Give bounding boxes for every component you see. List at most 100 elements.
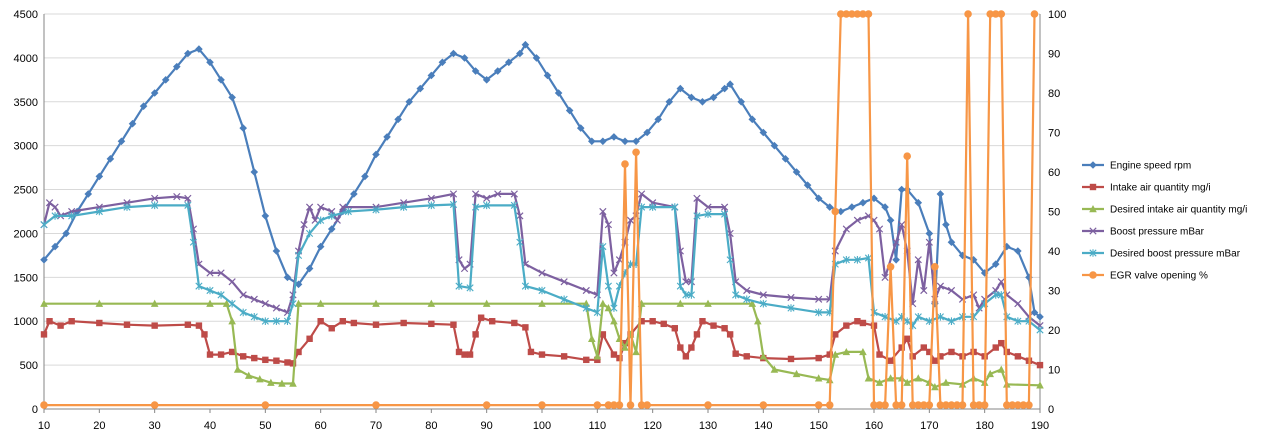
data-point — [737, 97, 745, 106]
data-point — [942, 378, 950, 386]
data-point — [405, 97, 413, 106]
x-tick-label: 10 — [38, 420, 50, 432]
data-point — [306, 335, 313, 342]
data-point — [909, 353, 916, 360]
data-point — [997, 291, 1005, 299]
data-point — [936, 313, 944, 321]
data-point — [68, 318, 75, 325]
data-point — [217, 351, 225, 358]
data-point — [726, 331, 734, 338]
data-point — [593, 308, 601, 317]
data-point — [427, 194, 435, 202]
data-point — [361, 172, 369, 181]
data-point — [206, 269, 214, 277]
data-point — [626, 401, 635, 409]
data-point — [831, 207, 840, 216]
data-point — [206, 351, 214, 358]
data-point — [643, 401, 651, 409]
data-point — [914, 401, 923, 409]
data-point — [400, 203, 408, 211]
data-point — [294, 299, 303, 307]
y-left-tick-label: 1000 — [14, 316, 38, 328]
legend-entry: EGR valve opening % — [1082, 271, 1208, 282]
data-point — [643, 128, 651, 137]
data-point — [560, 278, 568, 286]
data-point — [305, 203, 314, 211]
data-point — [289, 299, 297, 308]
data-point — [206, 299, 214, 307]
data-point — [920, 344, 927, 351]
data-point — [914, 256, 922, 264]
data-point — [261, 317, 269, 326]
legend-marker — [1089, 205, 1097, 213]
data-point — [339, 203, 347, 211]
data-point — [482, 401, 491, 409]
data-point — [239, 308, 247, 317]
data-point — [576, 124, 585, 132]
data-point — [638, 203, 646, 211]
data-point — [610, 351, 618, 358]
data-point — [677, 344, 684, 351]
data-point — [311, 216, 319, 224]
data-point — [184, 321, 192, 328]
data-point — [947, 286, 956, 295]
data-point — [759, 401, 768, 409]
data-point — [770, 365, 779, 373]
data-point — [516, 238, 524, 247]
data-point — [1019, 401, 1028, 409]
data-point — [693, 194, 701, 202]
data-point — [51, 212, 59, 220]
data-point — [903, 317, 911, 326]
data-point — [876, 351, 883, 358]
data-point — [632, 148, 640, 157]
data-point — [1036, 361, 1044, 369]
data-point — [239, 291, 247, 299]
data-point — [671, 325, 678, 332]
data-point — [510, 190, 518, 198]
data-point — [449, 49, 458, 58]
data-point — [920, 286, 928, 295]
legend: Engine speed rpm Intake air quantity mg/i… — [1082, 161, 1247, 282]
data-point — [853, 10, 862, 18]
data-point — [427, 201, 435, 210]
data-point — [565, 106, 574, 115]
data-point — [372, 150, 380, 159]
data-point — [632, 347, 640, 356]
data-point — [853, 255, 861, 264]
x-tick-label: 130 — [699, 420, 717, 432]
data-point — [151, 194, 159, 202]
data-point — [40, 255, 48, 264]
data-point — [931, 383, 939, 391]
data-point — [726, 255, 734, 264]
legend-label: Desired intake air quantity mg/i — [1110, 205, 1247, 216]
data-point — [294, 280, 303, 289]
data-point — [859, 10, 867, 18]
data-point — [842, 10, 851, 18]
data-point — [693, 331, 701, 338]
data-point — [184, 49, 192, 58]
data-point — [461, 351, 468, 358]
data-point — [610, 133, 618, 141]
y-right-tick-label: 20 — [1048, 325, 1060, 337]
data-point — [427, 299, 436, 307]
data-point — [997, 365, 1006, 373]
data-point — [732, 350, 739, 357]
data-point — [455, 348, 463, 356]
data-point — [925, 401, 934, 409]
data-point — [460, 264, 469, 273]
data-point — [521, 282, 529, 290]
data-point — [62, 229, 70, 238]
data-point — [272, 317, 280, 326]
data-point — [721, 210, 729, 218]
data-point — [471, 67, 480, 75]
data-point — [283, 317, 292, 326]
x-tick-label: 20 — [93, 420, 105, 432]
data-point — [986, 369, 994, 378]
data-point — [244, 371, 253, 379]
data-point — [992, 344, 999, 351]
data-point — [886, 263, 895, 271]
data-point — [721, 325, 728, 332]
y-right-tick-label: 90 — [1048, 49, 1060, 61]
data-point — [1014, 353, 1022, 360]
data-point — [892, 401, 900, 409]
